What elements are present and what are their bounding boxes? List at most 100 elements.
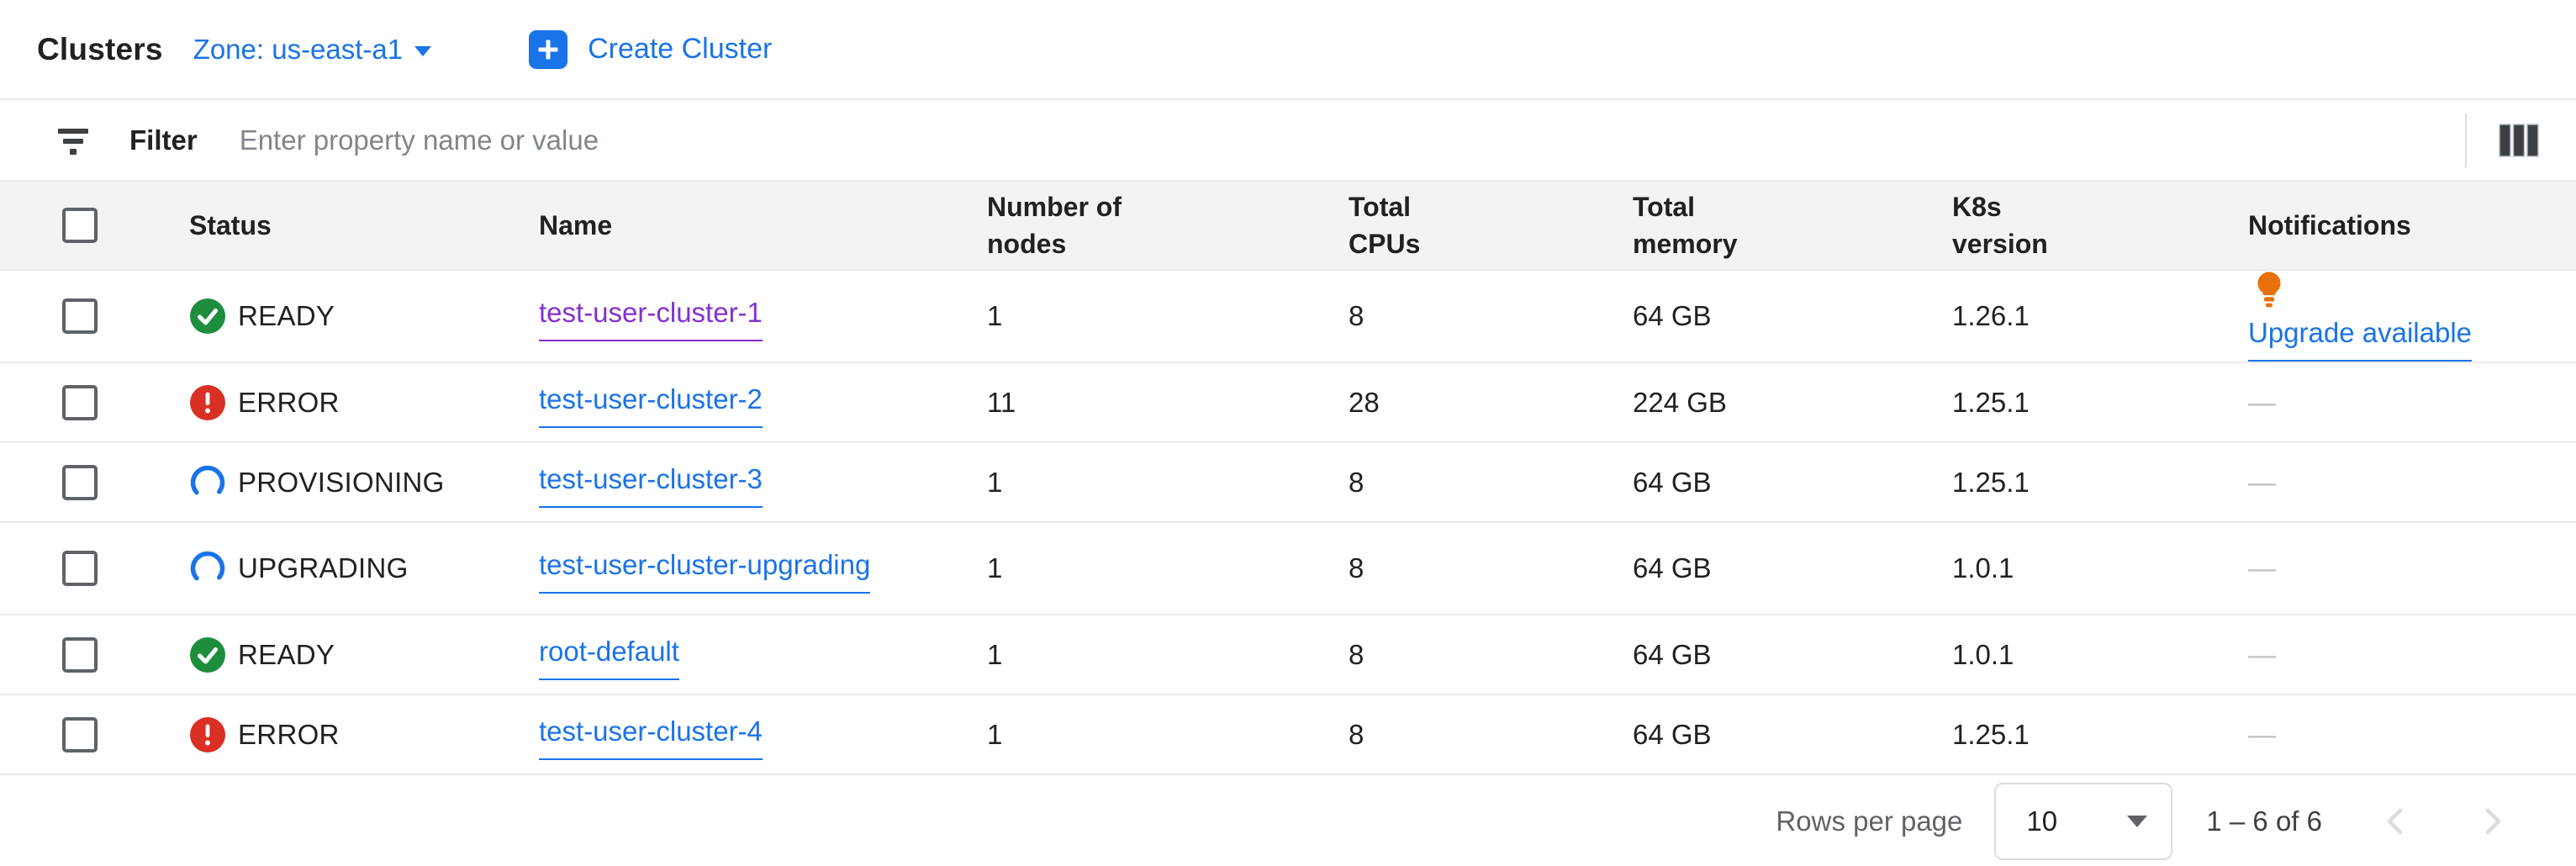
nodes-value: 1	[987, 718, 1003, 750]
nodes-value: 1	[987, 466, 1003, 498]
pagination-bar: Rows per page 10 1 – 6 of 6	[0, 775, 2576, 866]
status-error-icon	[190, 716, 225, 752]
chevron-left-icon	[2387, 808, 2403, 834]
page-range-label: 1 – 6 of 6	[2206, 805, 2322, 837]
chevron-down-icon	[414, 45, 432, 56]
row-checkbox[interactable]	[62, 464, 98, 500]
status-label: UPGRADING	[238, 552, 409, 584]
status-spinner-icon	[190, 551, 225, 586]
memory-value: 64 GB	[1633, 300, 1712, 332]
cpus-value: 28	[1349, 386, 1380, 418]
column-header-memory: Total memory	[1633, 191, 1738, 259]
status-label: ERROR	[238, 718, 340, 750]
cluster-name-link[interactable]: test-user-cluster-4	[539, 710, 763, 760]
k8s-version-value: 1.25.1	[1952, 386, 2030, 418]
filter-input[interactable]	[237, 123, 2448, 157]
table-row: ERROR test-user-cluster-4 1 8 64 GB 1.25…	[0, 694, 2576, 775]
cluster-name-link[interactable]: test-user-cluster-2	[539, 378, 763, 428]
previous-page-button[interactable]	[2378, 803, 2415, 840]
notification-empty: —	[2248, 718, 2276, 750]
row-checkbox[interactable]	[62, 298, 98, 335]
cluster-name-link[interactable]: test-user-cluster-1	[539, 291, 763, 342]
status-cell: UPGRADING	[189, 550, 505, 587]
status-error-icon	[190, 384, 225, 420]
filter-icon	[58, 128, 88, 155]
status-cell: ERROR	[189, 384, 505, 421]
chevron-down-icon	[2127, 815, 2148, 827]
filter-bar: Filter	[0, 100, 2576, 182]
notification-empty: —	[2248, 552, 2276, 584]
notification-empty: —	[2248, 466, 2276, 498]
table-row: ERROR test-user-cluster-2 11 28 224 GB 1…	[0, 362, 2576, 443]
upgrade-available-link[interactable]: Upgrade available	[2248, 311, 2473, 362]
row-checkbox[interactable]	[62, 384, 98, 420]
create-cluster-label: Create Cluster	[588, 33, 773, 65]
nodes-value: 11	[987, 386, 1016, 418]
row-checkbox[interactable]	[62, 716, 98, 752]
k8s-version-value: 1.0.1	[1952, 638, 2014, 670]
k8s-version-value: 1.0.1	[1952, 552, 2014, 584]
divider	[2465, 113, 2467, 167]
memory-value: 64 GB	[1633, 638, 1712, 670]
k8s-version-value: 1.26.1	[1952, 300, 2030, 332]
chevron-right-icon	[2485, 808, 2501, 834]
cpus-value: 8	[1349, 638, 1365, 670]
notification-empty: —	[2248, 386, 2276, 418]
zone-selector[interactable]: Zone: us-east-a1	[193, 33, 432, 66]
cluster-name-link[interactable]: test-user-cluster-3	[539, 457, 763, 508]
page-size-value: 10	[2026, 805, 2058, 837]
column-header-nodes: Number of nodes	[987, 191, 1122, 259]
row-checkbox[interactable]	[62, 636, 98, 673]
create-cluster-button[interactable]: Create Cluster	[529, 29, 773, 69]
k8s-version-value: 1.25.1	[1952, 718, 2030, 750]
nodes-value: 1	[987, 552, 1003, 584]
memory-value: 224 GB	[1633, 386, 1727, 418]
filter-label: Filter	[129, 124, 198, 156]
status-cell: PROVISIONING	[189, 464, 505, 501]
cluster-name-link[interactable]: test-user-cluster-upgrading	[539, 543, 871, 594]
memory-value: 64 GB	[1633, 552, 1712, 584]
nodes-value: 1	[987, 638, 1003, 670]
status-ready-icon	[190, 298, 225, 335]
status-cell: READY	[189, 636, 505, 673]
status-label: ERROR	[238, 386, 340, 418]
table-header-row: Status Name Number of nodes Total CPUs T…	[0, 182, 2576, 270]
status-ready-icon	[190, 636, 225, 673]
status-cell: READY	[189, 298, 505, 335]
status-spinner-icon	[190, 465, 225, 499]
status-label: READY	[238, 300, 335, 332]
columns-icon	[2499, 123, 2539, 157]
column-header-cpus: Total CPUs	[1349, 191, 1421, 259]
rows-per-page-label: Rows per page	[1776, 805, 1963, 837]
cpus-value: 8	[1349, 466, 1365, 498]
column-header-k8s: K8s version	[1952, 191, 2048, 259]
table-row: UPGRADING test-user-cluster-upgrading 1 …	[0, 522, 2576, 615]
page-title: Clusters	[37, 31, 163, 66]
status-label: READY	[238, 638, 335, 670]
memory-value: 64 GB	[1633, 718, 1712, 750]
k8s-version-value: 1.25.1	[1952, 466, 2030, 498]
title-bar: Clusters Zone: us-east-a1 Create Cluster	[0, 0, 2576, 100]
column-header-notifications: Notifications	[2248, 209, 2411, 240]
cluster-name-link[interactable]: root-default	[539, 630, 679, 680]
cpus-value: 8	[1349, 552, 1365, 584]
table-row: READY test-user-cluster-1 1 8 64 GB 1.26…	[0, 270, 2576, 363]
column-header-status: Status	[189, 209, 272, 240]
row-checkbox[interactable]	[62, 551, 98, 587]
column-header-name: Name	[539, 209, 613, 240]
notification-empty: —	[2248, 638, 2276, 670]
select-all-checkbox[interactable]	[62, 208, 98, 243]
next-page-button[interactable]	[2473, 803, 2510, 840]
column-display-button[interactable]	[2492, 114, 2546, 167]
nodes-value: 1	[987, 300, 1003, 332]
cpus-value: 8	[1349, 718, 1365, 750]
zone-selector-label: Zone: us-east-a1	[193, 33, 404, 65]
status-cell: ERROR	[189, 716, 505, 753]
clusters-table: Status Name Number of nodes Total CPUs T…	[0, 182, 2576, 775]
status-label: PROVISIONING	[238, 466, 445, 498]
table-row: PROVISIONING test-user-cluster-3 1 8 64 …	[0, 442, 2576, 523]
table-row: READY root-default 1 8 64 GB 1.0.1 —	[0, 615, 2576, 695]
memory-value: 64 GB	[1633, 466, 1712, 498]
page-size-select[interactable]: 10	[1994, 782, 2173, 860]
notification-cell: Upgrade available	[2248, 271, 2542, 362]
